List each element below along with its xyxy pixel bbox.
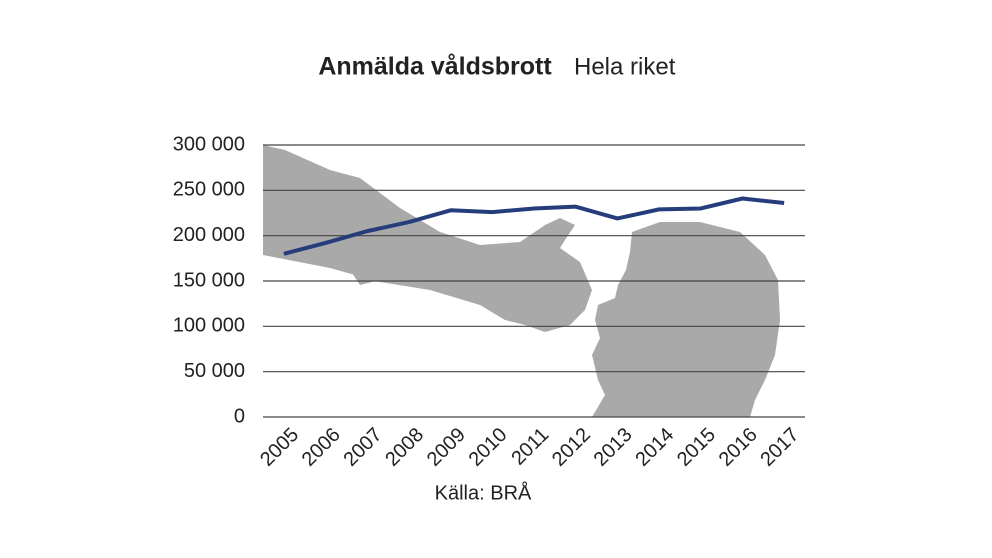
x-tick-label: 2009: [423, 424, 470, 471]
x-tick-label: 2011: [507, 424, 553, 470]
y-tick-label: 150 000: [173, 269, 245, 291]
data-line: [283, 196, 785, 256]
x-tick-label: 2006: [298, 424, 345, 471]
y-tick-label: 0: [234, 405, 245, 427]
y-tick-label: 50 000: [184, 360, 245, 382]
x-tick-label: 2010: [465, 424, 512, 471]
x-tick-label: 2016: [715, 424, 762, 471]
x-tick-label: 2008: [381, 424, 428, 471]
source: Källa: BRÅ: [435, 481, 532, 504]
x-tick-label: 2014: [631, 424, 678, 471]
x-tick-label: 2013: [590, 424, 637, 471]
chart-subtitle: Hela riket: [574, 53, 676, 80]
chart-title: Anmälda våldsbrott: [318, 53, 552, 81]
x-tick-label: 2015: [673, 424, 720, 471]
y-tick-label: 100 000: [173, 315, 245, 337]
y-tick-label: 250 000: [173, 179, 245, 201]
x-tick-label: 2005: [256, 424, 303, 471]
x-tick-label: 2007: [339, 424, 386, 471]
x-tick-label: 2012: [548, 424, 595, 471]
x-tick-label: 2017: [756, 424, 803, 471]
y-tick-label: 200 000: [173, 224, 245, 246]
y-tick-label: 300 000: [173, 133, 245, 155]
